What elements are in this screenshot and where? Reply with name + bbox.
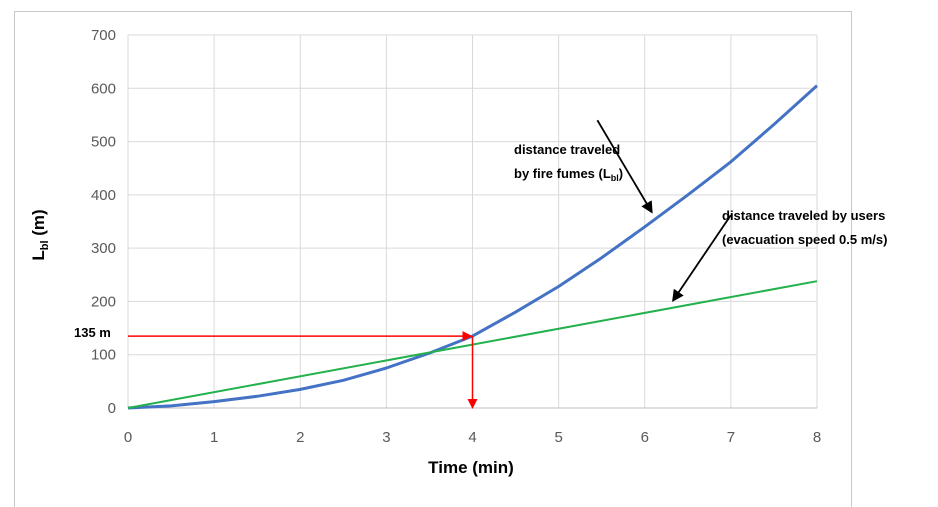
marker-label: 135 m bbox=[74, 325, 111, 340]
x-tick-label: 0 bbox=[124, 429, 132, 446]
y-tick-label: 200 bbox=[91, 293, 116, 310]
x-tick-label: 2 bbox=[296, 429, 304, 446]
chart-frame bbox=[14, 11, 852, 507]
x-tick-labels: 0 1 2 3 4 5 6 7 8 bbox=[124, 429, 821, 446]
fumes-annotation-line2: by fire fumes (Lbl) bbox=[514, 166, 623, 183]
fumes-annotation-suffix: ) bbox=[619, 166, 623, 181]
fumes-annotation-line1: distance traveled bbox=[514, 142, 620, 157]
y-axis-title-unit: (m) bbox=[29, 209, 48, 240]
y-tick-label: 500 bbox=[91, 134, 116, 151]
y-tick-label: 400 bbox=[91, 187, 116, 204]
y-tick-label: 100 bbox=[91, 347, 116, 364]
svg-text:Lbl (m): Lbl (m) bbox=[29, 209, 51, 260]
x-tick-label: 7 bbox=[727, 429, 735, 446]
x-axis-title: Time (min) bbox=[428, 458, 514, 477]
fumes-pointer-arrow bbox=[596, 119, 653, 214]
fumes-annotation-prefix: by fire fumes (L bbox=[514, 166, 611, 181]
x-tick-label: 4 bbox=[468, 429, 476, 446]
x-tick-label: 3 bbox=[382, 429, 390, 446]
fumes-annotation-sub: bl bbox=[611, 173, 619, 183]
y-tick-label: 700 bbox=[91, 27, 116, 44]
y-tick-label: 0 bbox=[108, 400, 116, 417]
x-tick-label: 8 bbox=[813, 429, 821, 446]
users-pointer-arrow bbox=[672, 214, 732, 303]
x-tick-label: 6 bbox=[641, 429, 649, 446]
fumes-annotation: distance traveled by fire fumes (Lbl) bbox=[514, 142, 623, 183]
y-tick-label: 300 bbox=[91, 240, 116, 257]
y-axis-title-main: L bbox=[29, 250, 48, 260]
users-annotation-line1: distance traveled by users bbox=[722, 208, 885, 223]
y-axis-title: Lbl (m) bbox=[29, 209, 51, 260]
users-annotation: distance traveled by users (evacuation s… bbox=[722, 208, 887, 247]
y-tick-labels: 0 100 200 300 400 500 600 700 bbox=[91, 27, 116, 417]
x-tick-label: 5 bbox=[554, 429, 562, 446]
y-axis-title-sub: bl bbox=[39, 241, 51, 251]
annotations-group bbox=[128, 119, 732, 409]
x-tick-label: 1 bbox=[210, 429, 218, 446]
y-tick-label: 600 bbox=[91, 80, 116, 97]
users-annotation-line2: (evacuation speed 0.5 m/s) bbox=[722, 232, 887, 247]
